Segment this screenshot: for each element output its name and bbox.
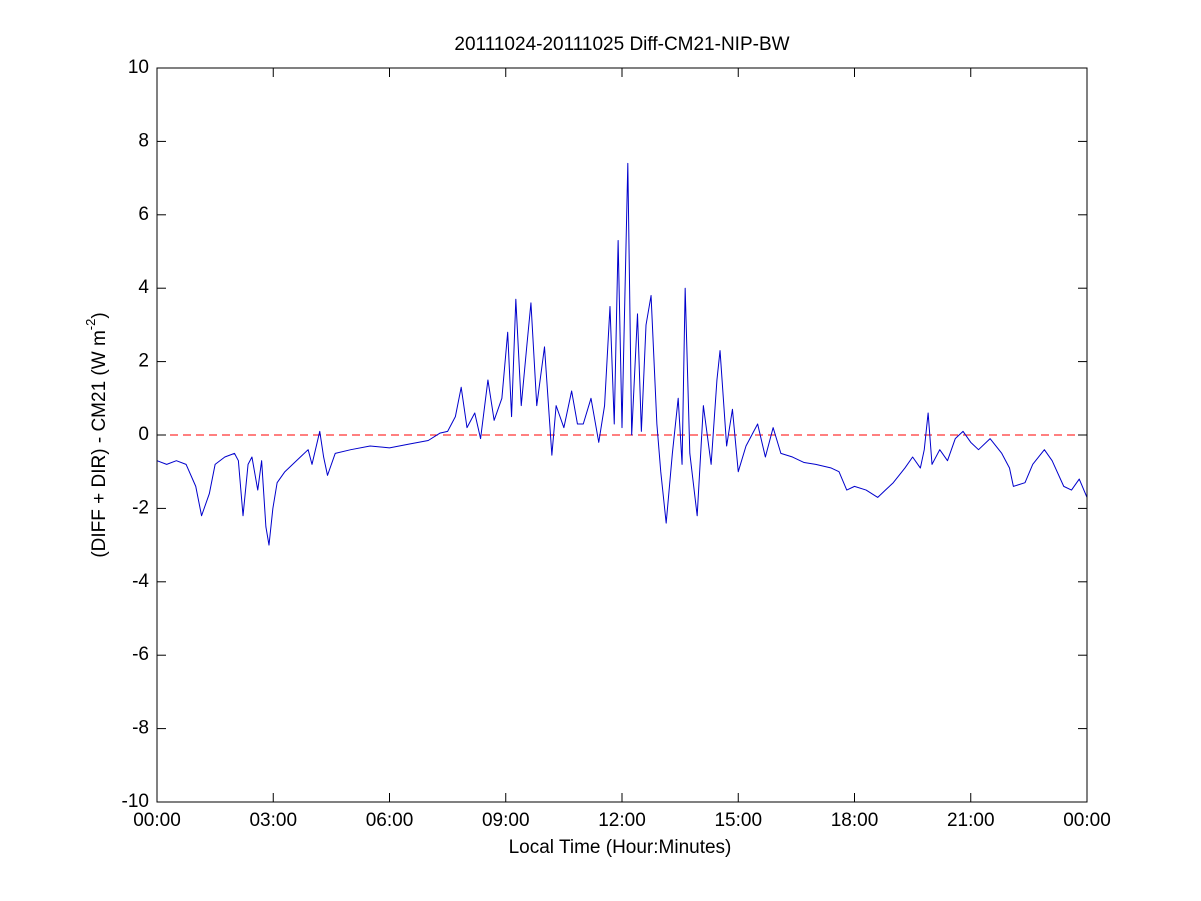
y-tick-label: 4 [138,277,149,298]
x-tick-label: 03:00 [249,810,297,831]
x-tick-label: 12:00 [598,810,646,831]
y-tick-label: 6 [138,204,149,225]
y-tick-label: -6 [132,644,149,665]
x-tick-label: 18:00 [831,810,879,831]
data-line [156,162,1088,546]
x-tick-label: 21:00 [947,810,995,831]
x-tick-label: 15:00 [714,810,762,831]
x-tick-label: 00:00 [133,810,181,831]
x-axis-label: Local Time (Hour:Minutes) [509,837,732,858]
x-tick-label: 09:00 [482,810,530,831]
y-axis-label: (DIFF + DIR) - CM21 (W m-2) [83,312,110,557]
x-tick-label: 06:00 [366,810,414,831]
y-tick-label: -4 [132,571,149,592]
y-tick-label: 10 [128,57,149,78]
y-tick-label: -8 [132,718,149,739]
x-tick-label: 00:00 [1063,810,1111,831]
y-tick-label: -10 [122,791,149,812]
chart-title: 20111024-20111025 Diff-CM21-NIP-BW [454,34,789,55]
y-tick-label: 2 [138,351,149,372]
y-tick-label: 8 [138,130,149,151]
y-tick-label: -2 [132,497,149,518]
y-tick-label: 0 [138,424,149,445]
